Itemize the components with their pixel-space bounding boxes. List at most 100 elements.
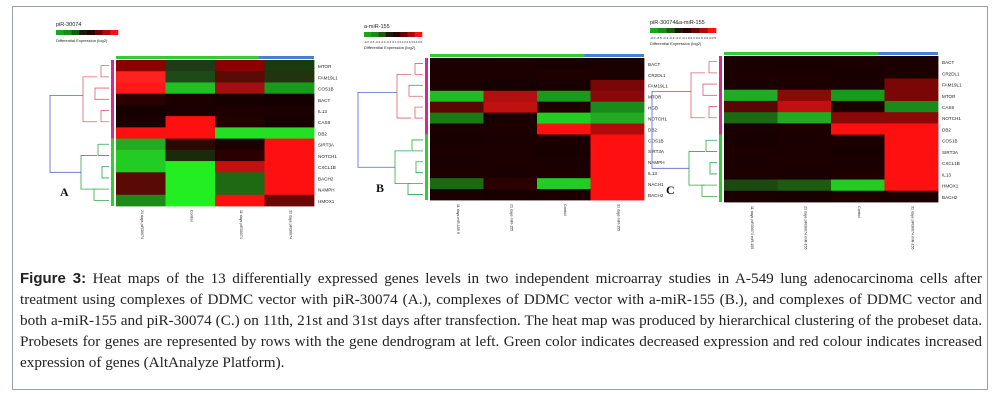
dendrogram-link	[394, 150, 411, 185]
gene-label: BACT	[318, 98, 330, 103]
heatmap-cell	[590, 156, 645, 168]
dendrogram-link	[708, 106, 717, 119]
heatmap-cell	[215, 60, 265, 72]
legend-swatch	[414, 32, 423, 37]
legend-swatch	[378, 32, 387, 37]
dendrogram-link	[408, 84, 423, 97]
heatmap-cell	[590, 134, 645, 146]
heatmap-cell	[430, 101, 484, 114]
heatmap-cell	[537, 68, 591, 81]
row-dendrogram	[651, 61, 717, 197]
heatmap-cell	[430, 178, 484, 190]
heatmap-cell	[884, 134, 939, 147]
dendrogram-link	[709, 162, 717, 175]
legend-swatch	[407, 32, 416, 37]
legend-swatch	[691, 28, 700, 33]
dendrogram-link	[93, 188, 109, 201]
row-cluster-bar	[425, 134, 428, 200]
heatmap-cell	[777, 56, 832, 68]
gene-label: BACT	[942, 60, 954, 65]
heatmap-cell	[215, 183, 265, 196]
heatmap-cell	[483, 101, 538, 114]
heatmap-cell	[215, 82, 265, 95]
dendrogram-link	[411, 139, 423, 152]
heatmap-cell	[831, 157, 885, 169]
heatmap-cell	[537, 156, 591, 168]
heatmap-cell	[831, 56, 885, 68]
heatmap-cell	[215, 116, 265, 128]
heatmap-cell	[777, 78, 832, 91]
heatmap-cell	[724, 78, 778, 91]
heatmap-cell	[165, 138, 216, 151]
heatmap-cell	[165, 82, 216, 95]
heatmap-cell	[430, 112, 484, 124]
legend-title: piR-30074	[56, 22, 81, 28]
legend-swatch	[364, 32, 372, 37]
heatmap-cell	[537, 79, 591, 92]
gene-label: NOTCH1	[648, 116, 667, 121]
legend-label: Differential Expression (log2)	[364, 45, 416, 50]
heatmap-cell	[264, 60, 315, 72]
gene-label: MTOR	[318, 64, 332, 69]
heatmap-cell	[884, 67, 939, 79]
heatmap-cell	[590, 58, 645, 70]
column-label: 21 days miR-155	[509, 204, 513, 231]
row-cluster-bar	[425, 58, 428, 135]
heatmap-cell	[777, 190, 832, 203]
gene-label: HMOX1	[942, 184, 959, 189]
gene-label: FAM19L1	[648, 84, 668, 89]
heatmap-cell	[116, 149, 166, 162]
heatmap-cell	[483, 123, 538, 135]
heatmap-cell	[884, 190, 939, 203]
heatmap-cell	[483, 90, 538, 103]
heatmap-cell	[724, 123, 778, 136]
legend-swatch	[102, 30, 111, 35]
heatmap-cell	[264, 93, 315, 106]
gene-label: FAM19L1	[942, 83, 962, 88]
heatmap-cell	[483, 58, 538, 70]
heatmap-cell	[777, 67, 832, 79]
heatmap-cell	[537, 112, 591, 124]
gene-label: BACH2	[318, 176, 334, 181]
heatmap-cell	[777, 100, 832, 113]
heatmap-cell	[537, 123, 591, 135]
gene-label: BACH2	[648, 193, 664, 198]
gene-label: CAS8	[942, 105, 954, 110]
legend-swatch	[674, 28, 684, 33]
heatmap-cell	[483, 68, 538, 81]
legend-swatch	[699, 28, 709, 33]
gene-label: IL13	[942, 172, 951, 177]
heatmap-cell	[831, 145, 885, 158]
gene-label: NOTCH1	[318, 154, 337, 159]
heatmap-cell	[264, 183, 315, 196]
heatmap-cell	[215, 172, 265, 184]
dendrogram-link	[100, 110, 109, 123]
gene-label: NACH1	[648, 182, 664, 187]
dendrogram-link	[690, 72, 705, 119]
dendrogram-link	[94, 87, 109, 100]
heatmap-cell	[537, 101, 591, 114]
row-dendrogram	[49, 65, 109, 201]
legend-swatch	[385, 32, 394, 37]
legend-swatch	[666, 28, 676, 33]
heatmap-cell	[724, 134, 778, 147]
heatmap-cell	[724, 112, 778, 124]
legend-ticks: -0.0 -0.5 -0.4 -0.3 -0.2 -0.1 0 0.1 0.2 …	[364, 40, 422, 44]
heatmap-cell	[483, 189, 538, 201]
heatmap-cell	[590, 79, 645, 92]
heatmap-cell	[165, 116, 216, 128]
heatmap-cell	[884, 78, 939, 91]
heatmap-cell	[483, 178, 538, 190]
heatmap-cell	[537, 178, 591, 190]
heatmap-cell	[724, 56, 778, 68]
heatmap-cell	[537, 167, 591, 179]
heatmap-cell	[724, 190, 778, 203]
heatmap-cell	[590, 123, 645, 135]
figure-area: piR-30074 Differential Expression (log2) M…	[20, 14, 980, 262]
heatmap-cell	[430, 68, 484, 81]
legend-swatch	[71, 30, 80, 35]
gene-label: NAMPH	[318, 188, 335, 193]
legend-swatch	[56, 30, 65, 35]
dendrogram-link	[357, 92, 397, 168]
legend-swatch	[79, 30, 88, 35]
